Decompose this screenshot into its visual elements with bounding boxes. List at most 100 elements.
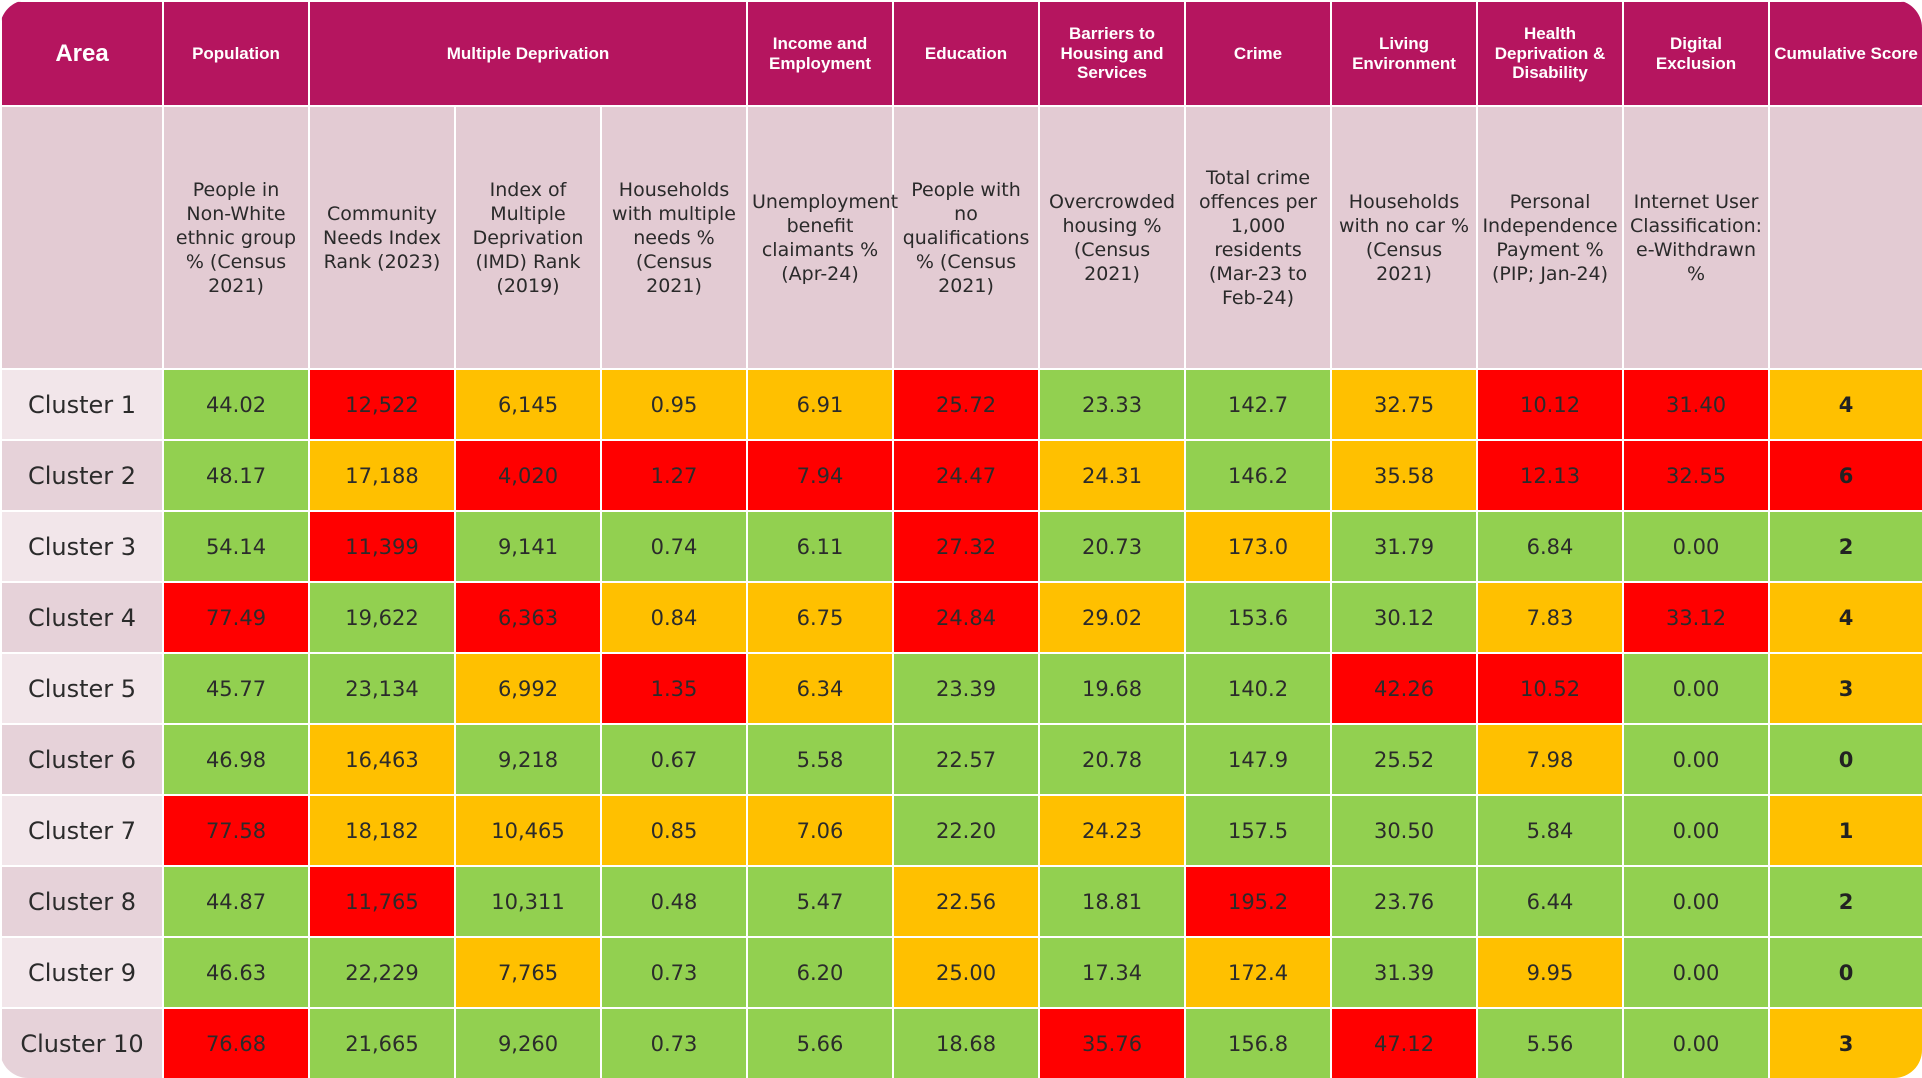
cumulative-score-cell: 1 bbox=[1768, 794, 1922, 867]
indicator-value-cell: 46.98 bbox=[162, 723, 310, 796]
indicator-value-cell: 44.02 bbox=[162, 368, 310, 441]
table-row: Cluster 10 76.68 21,665 9,260 0.73 5.66 18.68 3… bbox=[0, 1007, 1922, 1078]
indicator-value-cell: 0.00 bbox=[1622, 510, 1771, 583]
indicator-value-cell: 5.47 bbox=[746, 865, 895, 938]
indicator-value-cell: 18,182 bbox=[308, 794, 456, 867]
indicator-value-cell: 0.00 bbox=[1622, 723, 1771, 796]
indicator-value-cell: 23.33 bbox=[1038, 368, 1187, 441]
indicator-value-cell: 9,141 bbox=[454, 510, 602, 583]
indicator-value-cell: 6.84 bbox=[1476, 510, 1625, 583]
indicator-value-cell: 5.84 bbox=[1476, 794, 1625, 867]
health-category-header: Health Deprivation & Disability bbox=[1476, 0, 1625, 107]
indicator-value-cell: 157.5 bbox=[1184, 794, 1333, 867]
indicator-value-cell: 6.34 bbox=[746, 652, 895, 725]
cumulative-score-cell: 3 bbox=[1768, 1007, 1922, 1078]
indicator-value-cell: 17.34 bbox=[1038, 936, 1187, 1009]
indicator-value-cell: 25.00 bbox=[892, 936, 1041, 1009]
indicator-value-cell: 54.14 bbox=[162, 510, 310, 583]
indicator-value-cell: 0.67 bbox=[599, 723, 749, 796]
indicator-value-cell: 142.7 bbox=[1184, 368, 1333, 441]
indicator-value-cell: 31.40 bbox=[1622, 368, 1771, 441]
indicator-value-cell: 7.98 bbox=[1476, 723, 1625, 796]
table-row: Cluster 8 44.87 11,765 10,311 0.48 5.47 22.56 1… bbox=[0, 865, 1922, 938]
indicator-value-cell: 24.47 bbox=[892, 439, 1041, 512]
indicator-value-cell: 24.84 bbox=[892, 581, 1041, 654]
area-name-cell: Cluster 2 bbox=[0, 439, 164, 512]
indicator-value-cell: 6.11 bbox=[746, 510, 895, 583]
indicator-value-cell: 33.12 bbox=[1622, 581, 1771, 654]
cumulative-indicator-blank bbox=[1768, 105, 1922, 370]
indicator-header: Internet User Classification: e-Withdraw… bbox=[1622, 105, 1771, 370]
indicator-value-cell: 0.00 bbox=[1622, 1007, 1771, 1078]
indicator-value-cell: 6,992 bbox=[454, 652, 602, 725]
indicator-value-cell: 22.20 bbox=[892, 794, 1041, 867]
indicator-value-cell: 44.87 bbox=[162, 865, 310, 938]
indicator-value-cell: 77.58 bbox=[162, 794, 310, 867]
indicator-value-cell: 153.6 bbox=[1184, 581, 1333, 654]
indicator-value-cell: 24.31 bbox=[1038, 439, 1187, 512]
indicator-value-cell: 0.00 bbox=[1622, 652, 1771, 725]
table-row: Cluster 7 77.58 18,182 10,465 0.85 7.06 22.20 2… bbox=[0, 794, 1922, 867]
indicator-value-cell: 23.76 bbox=[1330, 865, 1479, 938]
table-row: Cluster 4 77.49 19,622 6,363 0.84 6.75 24.84 29… bbox=[0, 581, 1922, 654]
indicator-value-cell: 77.49 bbox=[162, 581, 310, 654]
indicator-value-cell: 7.83 bbox=[1476, 581, 1625, 654]
indicator-header: Personal Independence Payment % (PIP; Ja… bbox=[1476, 105, 1625, 370]
indicator-value-cell: 42.26 bbox=[1330, 652, 1479, 725]
table-body: Cluster 1 44.02 12,522 6,145 0.95 6.91 25.72 23… bbox=[0, 368, 1922, 1078]
population-category-header: Population bbox=[162, 0, 310, 107]
indicator-value-cell: 20.73 bbox=[1038, 510, 1187, 583]
indicator-value-cell: 0.00 bbox=[1622, 936, 1771, 1009]
indicator-value-cell: 9,260 bbox=[454, 1007, 602, 1078]
table-row: Cluster 3 54.14 11,399 9,141 0.74 6.11 27.32 20… bbox=[0, 510, 1922, 583]
indicator-value-cell: 18.68 bbox=[892, 1007, 1041, 1078]
indicator-value-cell: 0.74 bbox=[599, 510, 749, 583]
indicator-value-cell: 31.79 bbox=[1330, 510, 1479, 583]
indicator-header: People with no qualifications % (Census … bbox=[892, 105, 1041, 370]
indicator-value-cell: 32.75 bbox=[1330, 368, 1479, 441]
indicator-value-cell: 25.72 bbox=[892, 368, 1041, 441]
cumulative-score-cell: 4 bbox=[1768, 581, 1922, 654]
indicator-value-cell: 0.84 bbox=[599, 581, 749, 654]
indicator-value-cell: 25.52 bbox=[1330, 723, 1479, 796]
area-name-cell: Cluster 10 bbox=[0, 1007, 164, 1078]
area-name-cell: Cluster 1 bbox=[0, 368, 164, 441]
indicator-value-cell: 140.2 bbox=[1184, 652, 1333, 725]
indicator-value-cell: 10.12 bbox=[1476, 368, 1625, 441]
table-row: Cluster 6 46.98 16,463 9,218 0.67 5.58 22.57 20… bbox=[0, 723, 1922, 796]
indicator-value-cell: 18.81 bbox=[1038, 865, 1187, 938]
indicator-value-cell: 6,145 bbox=[454, 368, 602, 441]
cumulative-score-category-header: Cumulative Score bbox=[1768, 0, 1922, 107]
cumulative-score-cell: 2 bbox=[1768, 510, 1922, 583]
cumulative-score-cell: 2 bbox=[1768, 865, 1922, 938]
income-employment-category-header: Income and Employment bbox=[746, 0, 895, 107]
indicator-value-cell: 5.56 bbox=[1476, 1007, 1625, 1078]
cumulative-score-cell: 3 bbox=[1768, 652, 1922, 725]
education-category-header: Education bbox=[892, 0, 1041, 107]
area-name-cell: Cluster 4 bbox=[0, 581, 164, 654]
area-name-cell: Cluster 9 bbox=[0, 936, 164, 1009]
barriers-category-header: Barriers to Housing and Services bbox=[1038, 0, 1187, 107]
indicator-value-cell: 16,463 bbox=[308, 723, 456, 796]
indicator-header: Community Needs Index Rank (2023) bbox=[308, 105, 456, 370]
indicator-header: People in Non-White ethnic group % (Cens… bbox=[162, 105, 310, 370]
indicator-value-cell: 22.57 bbox=[892, 723, 1041, 796]
area-column-header: Area bbox=[0, 0, 164, 107]
category-header-row: Area Population Multiple Deprivation Inc… bbox=[0, 0, 1922, 107]
indicator-header: Households with no car % (Census 2021) bbox=[1330, 105, 1479, 370]
area-name-cell: Cluster 8 bbox=[0, 865, 164, 938]
indicator-value-cell: 146.2 bbox=[1184, 439, 1333, 512]
indicator-header-row: People in Non-White ethnic group % (Cens… bbox=[0, 105, 1922, 370]
indicator-value-cell: 6.20 bbox=[746, 936, 895, 1009]
indicator-value-cell: 48.17 bbox=[162, 439, 310, 512]
indicator-value-cell: 7,765 bbox=[454, 936, 602, 1009]
indicator-header: Overcrowded housing % (Census 2021) bbox=[1038, 105, 1187, 370]
indicator-value-cell: 10,311 bbox=[454, 865, 602, 938]
indicator-value-cell: 19.68 bbox=[1038, 652, 1187, 725]
indicator-value-cell: 46.63 bbox=[162, 936, 310, 1009]
area-name-cell: Cluster 3 bbox=[0, 510, 164, 583]
indicator-value-cell: 11,399 bbox=[308, 510, 456, 583]
indicator-value-cell: 4,020 bbox=[454, 439, 602, 512]
